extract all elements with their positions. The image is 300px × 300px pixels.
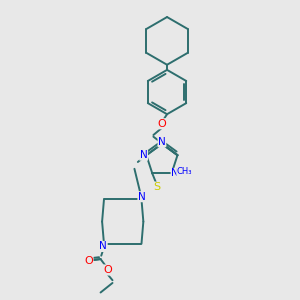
Text: N: N <box>99 242 107 251</box>
Text: N: N <box>140 150 148 160</box>
Text: N: N <box>171 169 179 178</box>
Text: CH₃: CH₃ <box>177 167 192 176</box>
Text: S: S <box>153 182 160 192</box>
Text: O: O <box>103 265 112 275</box>
Text: N: N <box>158 137 166 147</box>
Text: O: O <box>84 256 93 266</box>
Text: N: N <box>138 192 146 202</box>
Text: O: O <box>158 119 166 129</box>
